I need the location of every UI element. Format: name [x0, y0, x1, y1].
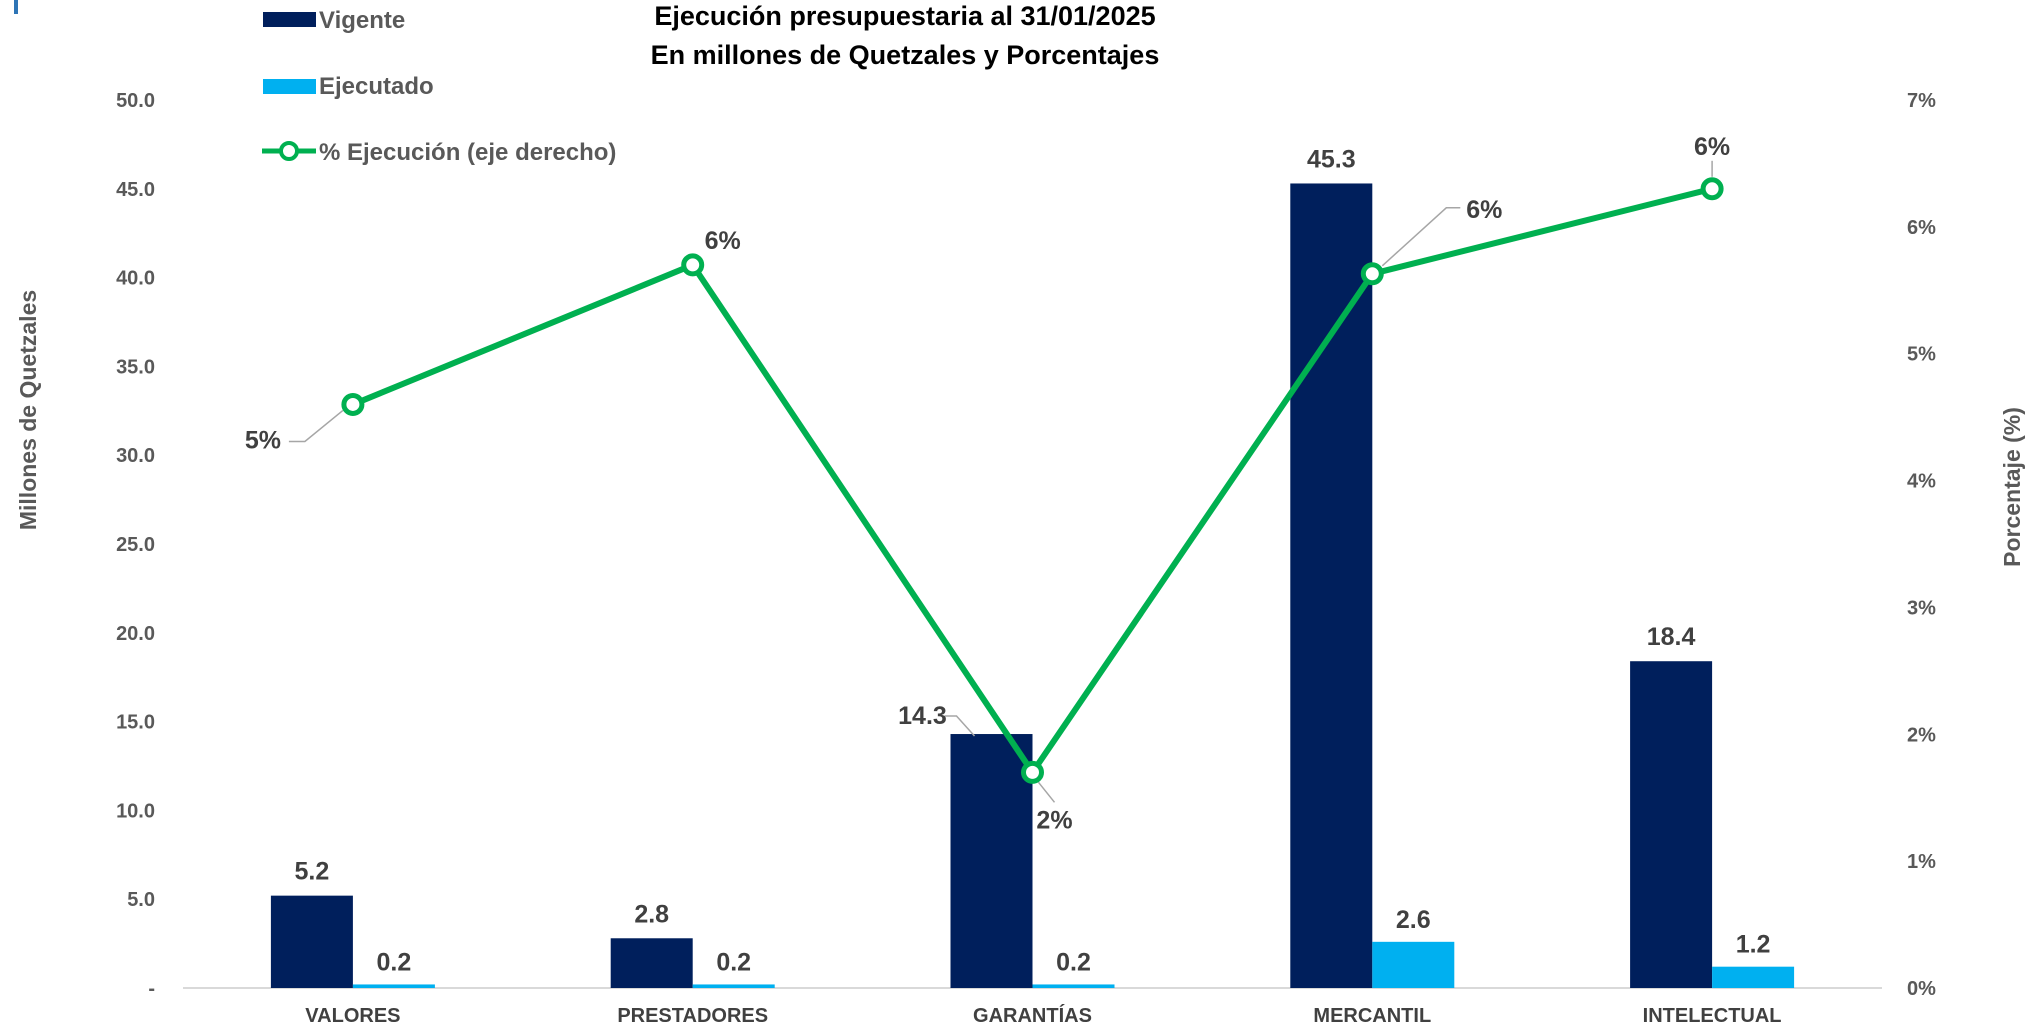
data-label-ejecutado-garantias: 0.2	[1056, 948, 1091, 976]
y-tick-label: -	[148, 978, 155, 1000]
marker-ejecucion-prestadores	[681, 253, 705, 277]
data-label-ejecutado-prestadores: 0.2	[716, 948, 751, 976]
data-label-pct-mercantil: 6%	[1466, 196, 1502, 224]
y-tick-label: 45.0	[116, 179, 155, 201]
y-tick-label: 40.0	[116, 268, 155, 290]
legend-label-ejecucion: % Ejecución (eje derecho)	[319, 139, 616, 166]
data-label-pct-prestadores: 6%	[705, 227, 741, 255]
y-tick-label: 15.0	[116, 712, 155, 734]
x-tick-label-intelectual: INTELECTUAL	[1643, 1005, 1782, 1027]
bar-ejecutado-intelectual	[1712, 966, 1795, 988]
legend-swatch-ejecutado	[263, 79, 316, 94]
y2-axis-label: Porcentaje (%)	[1999, 407, 2025, 567]
y2-tick-label: 0%	[1907, 978, 1936, 1000]
data-label-ejecutado-intelectual: 1.2	[1736, 931, 1771, 959]
marker-ejecucion-valores	[341, 392, 365, 416]
data-label-vigente-mercantil: 45.3	[1307, 145, 1356, 173]
y2-tick-label: 5%	[1907, 344, 1936, 366]
x-tick-label-valores: VALORES	[305, 1005, 400, 1027]
data-label-pct-intelectual: 6%	[1694, 133, 1730, 161]
y-tick-label: 20.0	[116, 623, 155, 645]
y-tick-label: 10.0	[116, 800, 155, 822]
marker-ejecucion-mercantil	[1360, 262, 1384, 286]
marker-ejecucion-garantias	[1021, 760, 1044, 784]
leader-line-pct-garantias	[1037, 781, 1056, 803]
x-tick-label-prestadores: PRESTADORES	[617, 1005, 768, 1027]
chart-title: Ejecución presupuestaria al 31/01/2025	[654, 1, 1155, 31]
legend-swatch-vigente	[263, 12, 316, 27]
y2-tick-label: 1%	[1907, 851, 1936, 873]
bar-ejecutado-garantias	[1032, 984, 1115, 988]
bar-ejecutado-valores	[352, 984, 435, 988]
y2-tick-label: 3%	[1907, 597, 1936, 619]
y-axis-label: Millones de Quetzales	[15, 290, 41, 530]
legend-marker-ejecucion	[279, 141, 299, 161]
y2-tick-label: 2%	[1907, 724, 1936, 746]
y-tick-label: 30.0	[116, 445, 155, 467]
data-label-ejecutado-mercantil: 2.6	[1396, 906, 1431, 934]
data-label-vigente-garantias: 14.3	[898, 702, 947, 730]
bar-ejecutado-mercantil	[1372, 941, 1455, 988]
data-label-pct-valores: 5%	[245, 426, 281, 454]
leader-line-vigente-garantias	[944, 715, 976, 737]
plot-area: - 5.0 10.0 15.0 20.0 25.0 30.0 35.0 40.0 45.0 50.0…	[116, 90, 1936, 1027]
data-label-vigente-prestadores: 2.8	[634, 900, 669, 928]
leader-line-pct-mercantil	[1381, 207, 1461, 267]
data-label-ejecutado-valores: 0.2	[377, 948, 412, 976]
legend-label-ejecutado: Ejecutado	[319, 73, 434, 100]
y2-tick-label: 6%	[1907, 217, 1936, 239]
leader-line-pct-valores	[288, 409, 344, 443]
corner-mark	[14, 0, 18, 14]
x-tick-label-garantias: GARANTÍAS	[973, 1004, 1092, 1027]
y2-tick-label: 4%	[1907, 471, 1936, 493]
y-tick-label: 50.0	[116, 90, 155, 112]
bar-vigente-prestadores	[610, 938, 693, 988]
data-label-vigente-intelectual: 18.4	[1647, 623, 1696, 651]
y-tick-label: 35.0	[116, 356, 155, 378]
bar-vigente-garantias	[950, 734, 1033, 988]
chart-subtitle: En millones de Quetzales y Porcentajes	[651, 40, 1160, 70]
data-label-pct-garantias: 2%	[1036, 806, 1072, 834]
line-ejecucion	[351, 185, 1713, 776]
bar-vigente-mercantil	[1290, 183, 1373, 989]
legend-label-vigente: Vigente	[319, 7, 405, 34]
bar-ejecutado-prestadores	[692, 984, 775, 988]
y-tick-label: 5.0	[127, 889, 155, 911]
x-tick-label-mercantil: MERCANTIL	[1313, 1005, 1431, 1027]
y2-tick-label: 7%	[1907, 90, 1936, 112]
data-label-vigente-valores: 5.2	[295, 858, 330, 886]
y-tick-label: 25.0	[116, 534, 155, 556]
bar-vigente-valores	[270, 895, 353, 988]
bar-vigente-intelectual	[1630, 661, 1713, 988]
marker-ejecucion-intelectual	[1700, 177, 1724, 201]
